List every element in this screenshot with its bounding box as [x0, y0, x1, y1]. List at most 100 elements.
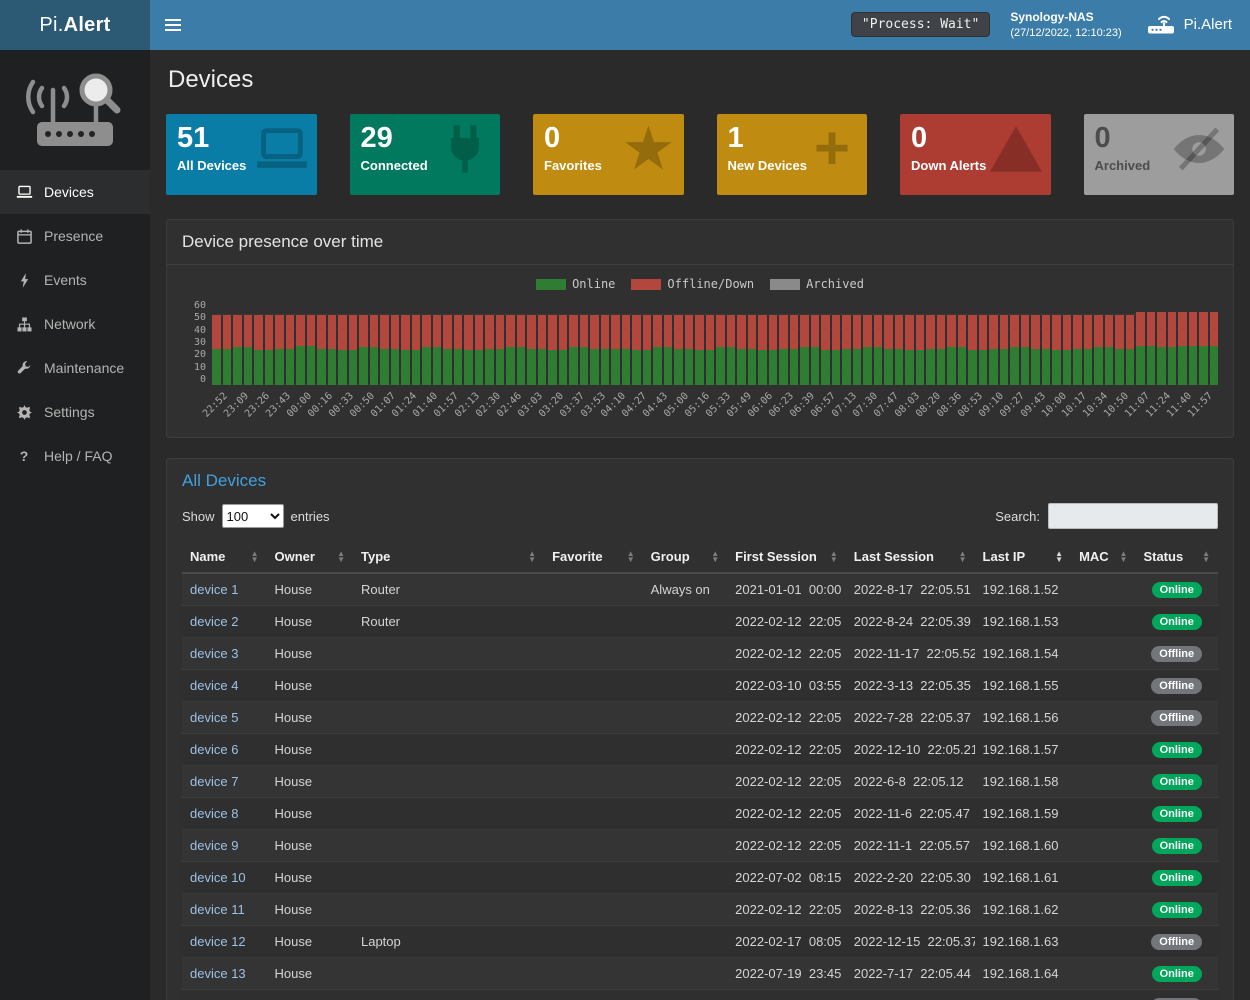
column-header-name[interactable]: Name ▲ ▼ [182, 541, 267, 574]
column-header-group[interactable]: Group ▲ ▼ [642, 541, 728, 574]
device-link[interactable]: device 6 [190, 742, 239, 757]
cell-type: Router [352, 605, 545, 638]
cell-first-session: 2022-02-12 22:05 [727, 605, 846, 638]
chart-bar [254, 315, 263, 385]
sidebar-item-help-faq[interactable]: ? Help / FAQ [0, 434, 150, 478]
cell-mac [1071, 829, 1136, 862]
search-input[interactable] [1048, 503, 1218, 529]
cell-first-session: 2022-02-12 22:05 [727, 797, 846, 830]
cell-favorite [544, 829, 643, 862]
presence-icon [15, 228, 33, 244]
device-link[interactable]: device 12 [190, 934, 246, 949]
sidebar-item-presence[interactable]: Presence [0, 214, 150, 258]
column-header-type[interactable]: Type ▲ ▼ [352, 541, 545, 574]
info-box-new-devices[interactable]: 1 New Devices + [716, 114, 867, 195]
sort-icon: ▲ ▼ [711, 548, 720, 564]
cell-owner: House [266, 701, 353, 734]
device-link[interactable]: device 9 [190, 838, 239, 853]
info-box-connected[interactable]: 29 Connected [349, 114, 500, 195]
cell-mac [1071, 733, 1136, 766]
sort-icon: ▲ ▼ [958, 548, 967, 564]
legend-item-offline-down[interactable]: Offline/Down [631, 277, 754, 291]
info-box-value: 0 [544, 122, 561, 154]
settings-icon [15, 404, 33, 420]
device-link[interactable]: device 7 [190, 774, 239, 789]
chart-bar [716, 315, 725, 385]
chart-bar [863, 315, 872, 385]
maintenance-icon [15, 361, 33, 375]
device-link[interactable]: device 13 [190, 966, 246, 981]
cell-favorite [544, 605, 643, 638]
sidebar-item-maintenance[interactable]: Maintenance [0, 346, 150, 390]
cell-name: device 11 [182, 893, 267, 926]
info-box-value: 0 [911, 122, 928, 154]
navbar-pialert-label: Pi.Alert [1183, 16, 1232, 34]
chart-bar [621, 315, 630, 385]
info-box-favorites[interactable]: 0 Favorites ★ [533, 114, 684, 195]
info-box-archived[interactable]: 0 Archived [1083, 114, 1234, 195]
info-box-down-alerts[interactable]: 0 Down Alerts [900, 114, 1051, 195]
entries-per-page-select[interactable]: 100 [221, 504, 284, 528]
cell-type: Laptop [352, 925, 545, 958]
column-header-last-ip[interactable]: Last IP ▲ ▼ [974, 541, 1072, 574]
column-header-first-session[interactable]: First Session ▲ ▼ [727, 541, 846, 574]
device-link[interactable]: device 1 [190, 582, 239, 597]
chart-bar [737, 315, 746, 385]
chart-bar [1104, 315, 1113, 385]
status-badge: Online [1151, 966, 1202, 982]
cell-owner: House [266, 925, 353, 958]
cell-mac [1071, 637, 1136, 670]
legend-item-online[interactable]: Online [536, 277, 615, 291]
device-link[interactable]: device 8 [190, 806, 239, 821]
navbar-pialert-link[interactable]: Pi.Alert [1142, 11, 1236, 39]
cell-favorite [544, 861, 643, 894]
device-link[interactable]: device 3 [190, 646, 239, 661]
device-link[interactable]: device 14 [190, 998, 246, 1000]
info-box-value: 29 [360, 122, 393, 154]
cell-first-session: 2022-02-12 22:05 [727, 637, 846, 670]
device-link[interactable]: device 10 [190, 870, 246, 885]
chart-bar [1199, 312, 1208, 385]
cell-last-ip: 192.168.1.56 [974, 701, 1072, 734]
column-header-favorite[interactable]: Favorite ▲ ▼ [544, 541, 643, 574]
chart-bar [548, 315, 557, 385]
legend-item-archived[interactable]: Archived [770, 277, 864, 291]
cell-last-ip: 192.168.1.55 [974, 669, 1072, 702]
cell-last-ip: 192.168.1.61 [974, 861, 1072, 894]
chart-bar [443, 315, 452, 385]
column-header-owner[interactable]: Owner ▲ ▼ [266, 541, 353, 574]
cell-last-ip: 192.168.1.52 [974, 572, 1072, 606]
brand-logo[interactable]: Pi. Alert [0, 0, 150, 50]
chart-bar [1073, 315, 1082, 385]
main-content: Devices 51 All Devices 29 Connected 0 Favorit… [150, 50, 1250, 1000]
show-label: Show [182, 508, 215, 524]
cell-status: Online [1135, 605, 1218, 638]
column-header-mac[interactable]: MAC ▲ ▼ [1071, 541, 1136, 574]
sidebar-item-network[interactable]: Network [0, 302, 150, 346]
cell-mac [1071, 989, 1136, 1000]
column-header-last-session[interactable]: Last Session ▲ ▼ [845, 541, 975, 574]
info-box-all-devices[interactable]: 51 All Devices [166, 114, 317, 195]
router-signal-icon [1146, 11, 1176, 39]
cell-status: Online [1135, 797, 1218, 830]
sidebar-item-settings[interactable]: Settings [0, 390, 150, 434]
device-link[interactable]: device 2 [190, 614, 239, 629]
sidebar-item-devices[interactable]: Devices [0, 170, 150, 214]
chart-bar [674, 315, 683, 385]
sidebar-toggle-icon[interactable] [150, 0, 196, 50]
cell-name: device 4 [182, 669, 267, 702]
sidebar-menu: Devices Presence Events Network Maintenance S… [0, 170, 150, 478]
cell-favorite [544, 765, 643, 798]
status-badge: Online [1151, 614, 1202, 630]
table-row: device 14 House 2022-02-12 22:052022-10-27… [182, 989, 1218, 1000]
device-link[interactable]: device 4 [190, 678, 239, 693]
chart-bar [884, 315, 893, 385]
chart-bar [968, 315, 977, 385]
cell-first-session: 2022-07-02 08:15 [727, 861, 846, 894]
column-header-status[interactable]: Status ▲ ▼ [1135, 541, 1218, 574]
device-link[interactable]: device 11 [190, 902, 245, 917]
cell-last-ip: 192.168.1.65 [974, 989, 1072, 1000]
chart-bar [653, 315, 662, 385]
sidebar-item-events[interactable]: Events [0, 258, 150, 302]
device-link[interactable]: device 5 [190, 710, 239, 725]
